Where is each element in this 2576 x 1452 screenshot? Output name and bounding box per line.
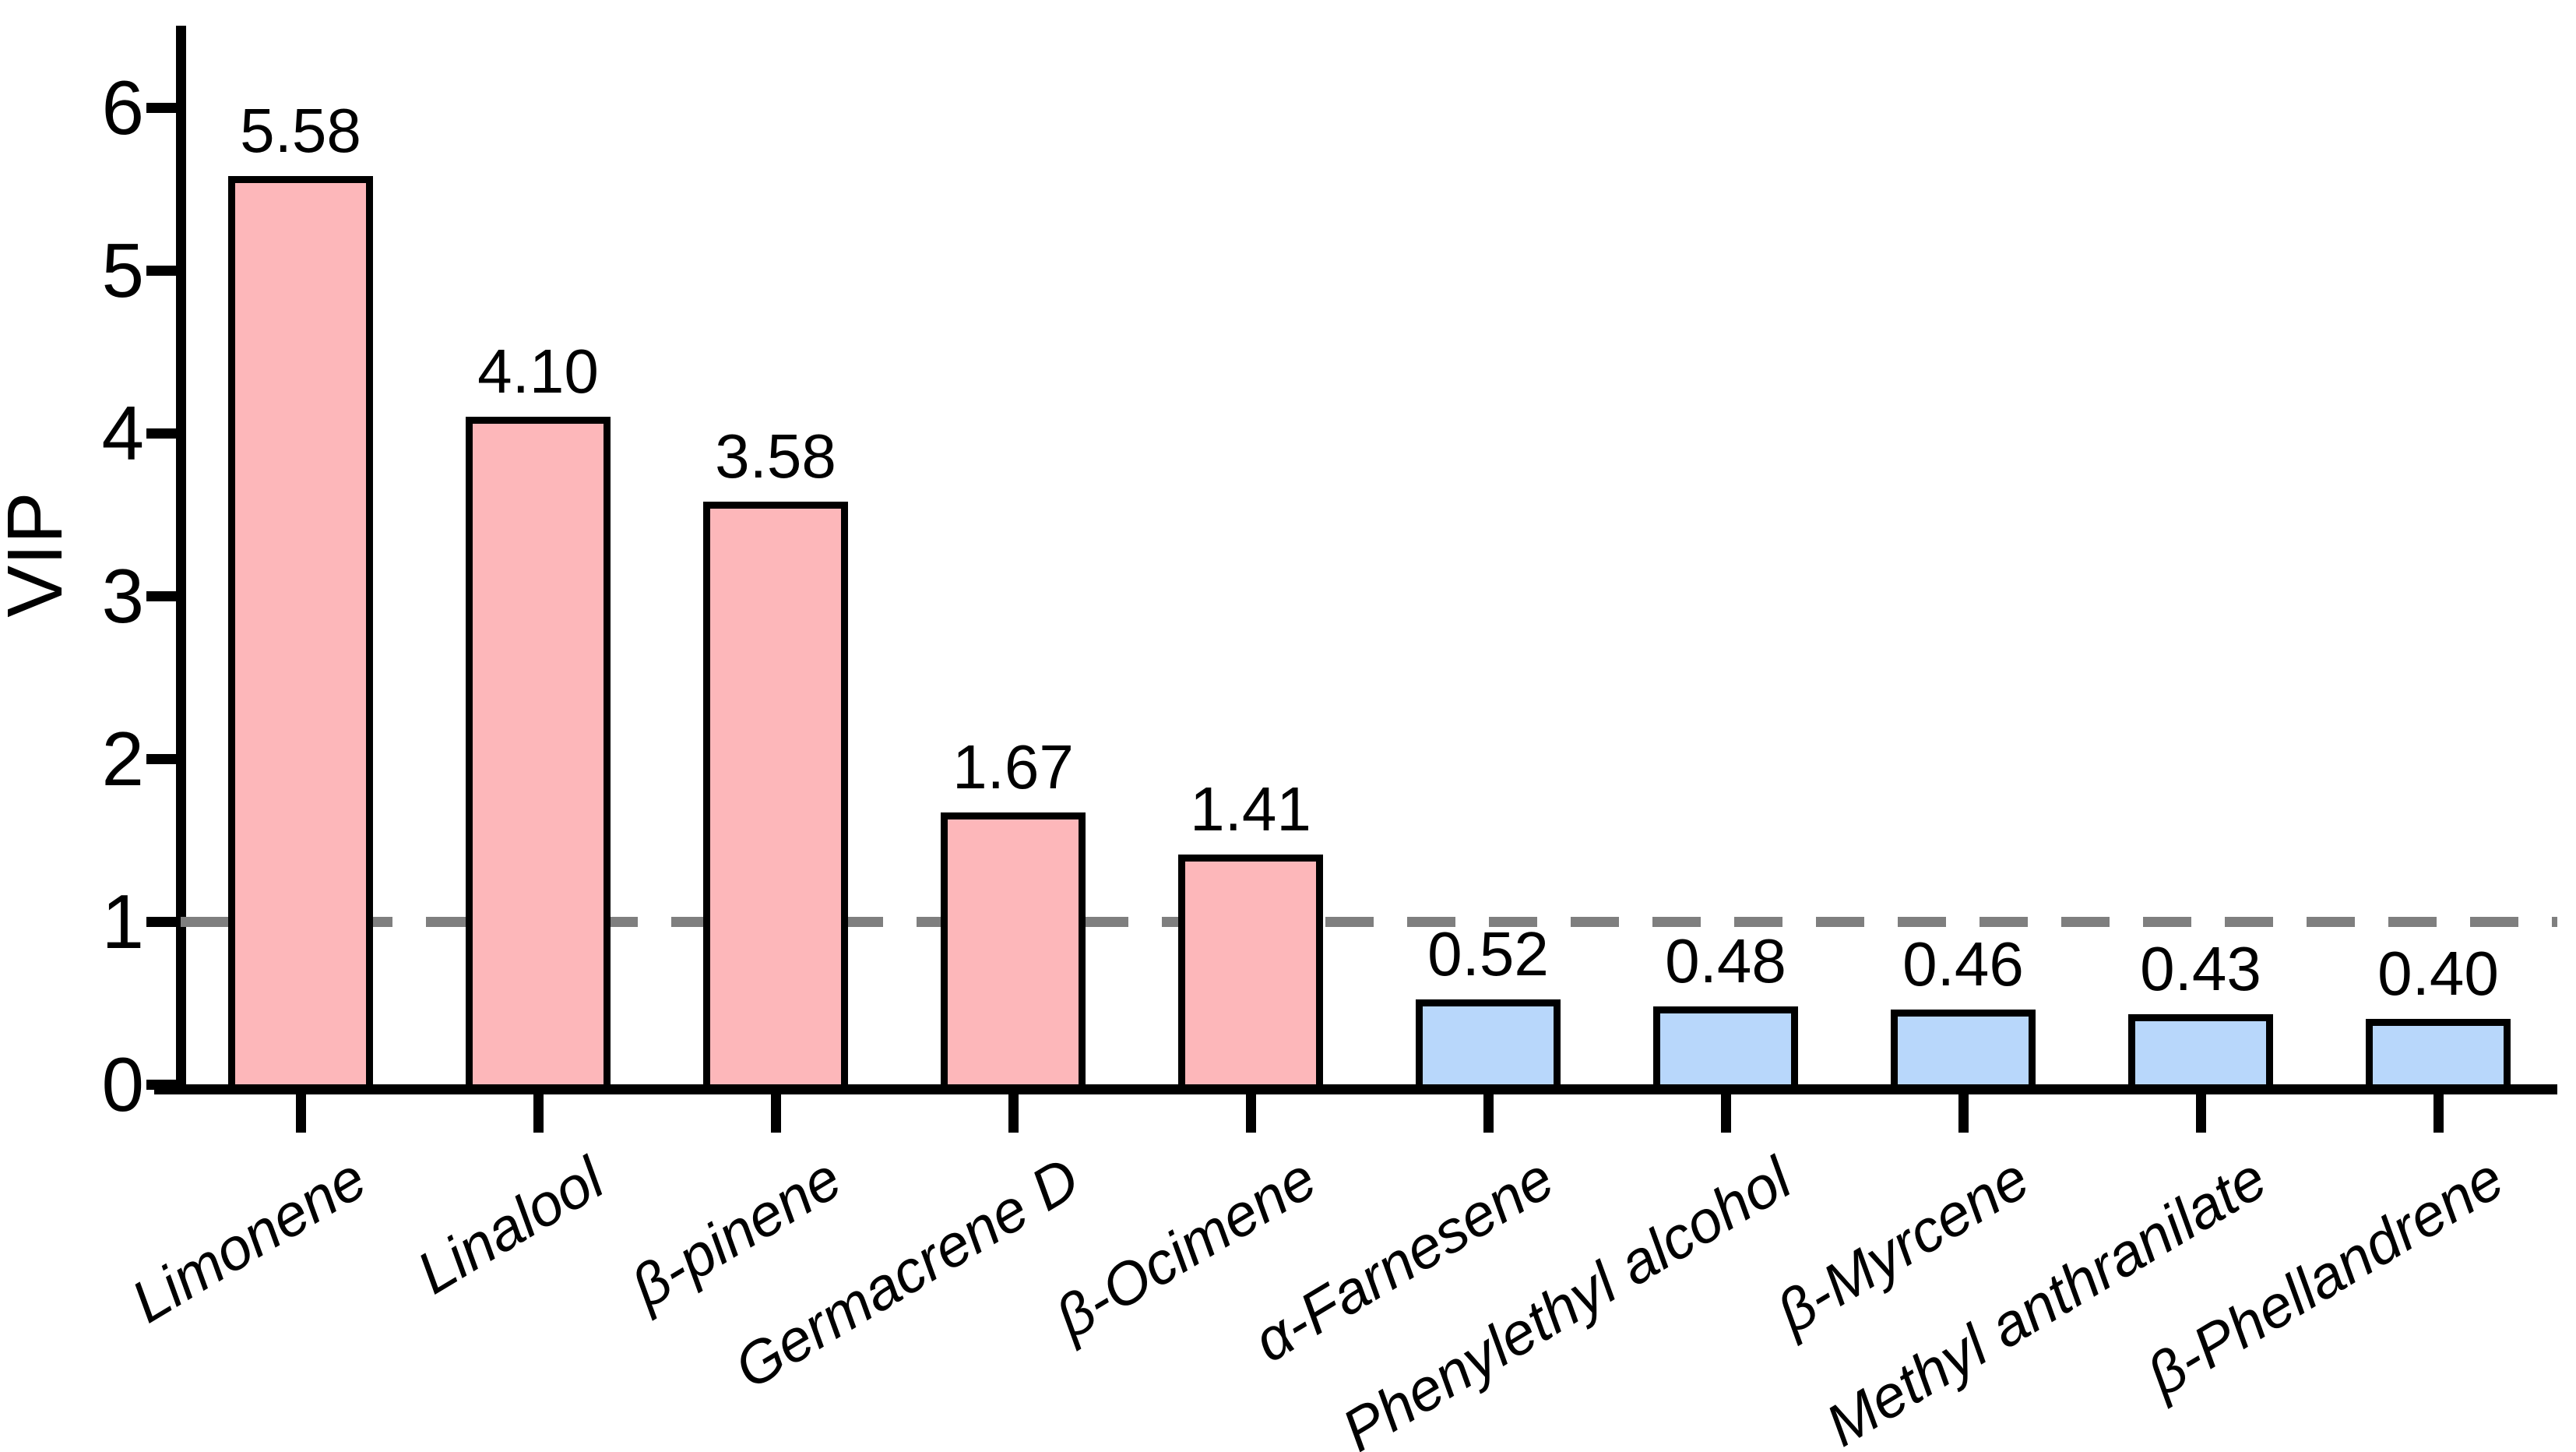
x-tick	[2433, 1084, 2444, 1133]
category-label-Limonene: Limonene	[120, 1145, 378, 1336]
category-label-Methyl anthranilate: Methyl anthranilate	[1814, 1145, 2278, 1452]
y-tick	[146, 103, 178, 113]
y-tick	[146, 917, 178, 927]
bar-β-Myrcene	[1891, 1010, 2036, 1084]
y-tick-label: 4	[101, 390, 144, 476]
bar-Germacrene D	[941, 812, 1086, 1084]
bar-Limonene	[228, 176, 373, 1084]
x-axis-line	[154, 1084, 2557, 1094]
x-tick	[2196, 1084, 2206, 1133]
x-tick	[771, 1084, 781, 1133]
bar-value-label: 0.48	[1665, 926, 1786, 996]
y-tick-label: 3	[101, 553, 144, 639]
y-tick	[146, 428, 178, 439]
y-tick	[146, 266, 178, 276]
bar-value-label: 1.67	[952, 732, 1074, 802]
y-tick-label: 0	[101, 1041, 144, 1127]
bar-value-label: 0.40	[2377, 939, 2499, 1008]
bar-value-label: 0.43	[2140, 934, 2261, 1003]
x-tick	[1721, 1084, 1731, 1133]
bar-value-label: 5.58	[240, 96, 361, 165]
x-tick	[1958, 1084, 1969, 1133]
bar-β-pinene	[703, 502, 848, 1084]
bar-α-Farnesene	[1416, 999, 1561, 1084]
bar-value-label: 0.52	[1427, 919, 1549, 989]
y-tick-label: 6	[101, 65, 144, 150]
y-tick-label: 2	[101, 716, 144, 802]
bar-Methyl anthranilate	[2128, 1014, 2273, 1084]
y-tick	[146, 754, 178, 764]
category-label-Linalool: Linalool	[406, 1145, 615, 1307]
y-axis-title: VIP	[0, 492, 79, 618]
x-tick	[533, 1084, 544, 1133]
y-tick-label: 5	[101, 227, 144, 313]
bar-Phenylethyl alcohol	[1653, 1006, 1798, 1084]
bar-Linalool	[466, 417, 611, 1084]
x-tick	[1483, 1084, 1494, 1133]
x-tick	[296, 1084, 306, 1133]
bar-β-Ocimene	[1178, 855, 1323, 1084]
y-axis-line	[176, 26, 186, 1094]
bar-β-Phellandrene	[2366, 1019, 2511, 1084]
bar-value-label: 0.46	[1902, 929, 2024, 999]
y-tick	[146, 1080, 178, 1090]
y-tick-label: 1	[101, 879, 144, 964]
bar-value-label: 4.10	[477, 337, 599, 406]
bar-value-label: 1.41	[1190, 774, 1311, 844]
bar-value-label: 3.58	[715, 421, 836, 491]
x-tick	[1246, 1084, 1256, 1133]
y-tick	[146, 591, 178, 601]
x-tick	[1008, 1084, 1019, 1133]
